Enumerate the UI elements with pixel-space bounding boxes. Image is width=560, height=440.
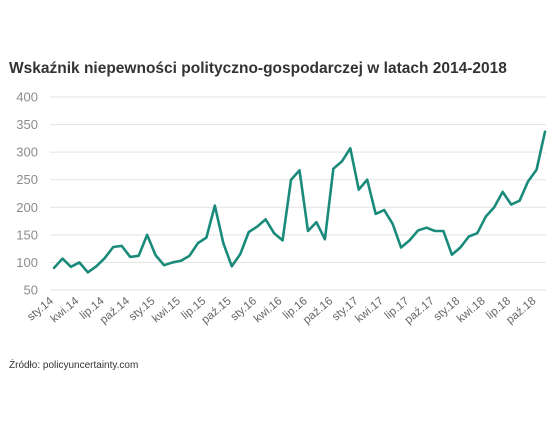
x-tick-label: kwi.15 bbox=[150, 295, 183, 325]
data-point bbox=[145, 232, 150, 237]
data-point bbox=[195, 241, 200, 246]
data-point bbox=[128, 254, 133, 259]
data-point bbox=[399, 245, 404, 250]
data-point bbox=[68, 264, 73, 269]
data-point bbox=[102, 256, 107, 261]
data-point bbox=[289, 177, 294, 182]
data-point bbox=[509, 202, 514, 207]
data-point bbox=[424, 225, 429, 230]
x-tick-label: paź.16 bbox=[301, 295, 335, 326]
data-point bbox=[432, 229, 437, 234]
data-point bbox=[314, 220, 319, 225]
data-point bbox=[162, 263, 167, 268]
data-point bbox=[52, 265, 57, 270]
data-point bbox=[492, 205, 497, 210]
data-point bbox=[365, 177, 370, 182]
x-tick-label: kwi.17 bbox=[353, 295, 386, 325]
data-point bbox=[272, 231, 277, 236]
y-tick-label: 350 bbox=[16, 117, 38, 132]
data-point bbox=[339, 159, 344, 164]
x-tick-label: kwi.14 bbox=[49, 295, 82, 326]
data-point bbox=[382, 208, 387, 213]
data-point bbox=[255, 224, 260, 229]
data-point bbox=[441, 229, 446, 234]
data-point bbox=[416, 228, 421, 233]
data-point bbox=[178, 258, 183, 263]
data-point bbox=[348, 146, 353, 151]
data-point bbox=[356, 187, 361, 192]
data-point bbox=[373, 211, 378, 216]
data-point bbox=[229, 264, 234, 269]
data-point bbox=[305, 229, 310, 234]
data-point bbox=[407, 238, 412, 243]
data-point bbox=[187, 253, 192, 258]
x-tick-label: paź.17 bbox=[403, 295, 437, 326]
data-point bbox=[85, 270, 90, 275]
data-point bbox=[119, 243, 124, 248]
data-point bbox=[60, 256, 65, 261]
series-line bbox=[52, 130, 547, 274]
chart-title: Wskaźnik niepewności polityczno-gospodar… bbox=[9, 60, 507, 77]
data-point bbox=[77, 260, 82, 265]
x-tick-label: paź.14 bbox=[98, 295, 133, 327]
data-point bbox=[238, 252, 243, 257]
data-point bbox=[390, 221, 395, 226]
y-tick-label: 250 bbox=[16, 172, 38, 187]
x-tick-label: paź.18 bbox=[504, 295, 538, 326]
data-point bbox=[500, 189, 505, 194]
data-point bbox=[466, 234, 471, 239]
x-tick-label: kwi.16 bbox=[252, 295, 285, 325]
data-point bbox=[331, 166, 336, 171]
data-point bbox=[475, 231, 480, 236]
data-point bbox=[449, 252, 454, 257]
data-point bbox=[221, 241, 226, 246]
series-layer bbox=[52, 129, 548, 275]
data-point bbox=[543, 129, 548, 134]
data-point bbox=[526, 179, 531, 184]
data-point bbox=[136, 253, 141, 258]
data-point bbox=[517, 198, 522, 203]
x-axis: sty.14kwi.14lip.14paź.14sty.15kwi.15lip.… bbox=[25, 295, 538, 327]
data-point bbox=[322, 237, 327, 242]
x-tick-label: kwi.18 bbox=[455, 295, 488, 325]
data-point bbox=[280, 238, 285, 243]
data-point bbox=[204, 235, 209, 240]
data-point bbox=[458, 245, 463, 250]
y-tick-label: 200 bbox=[16, 200, 38, 215]
data-point bbox=[111, 244, 116, 249]
y-tick-label: 300 bbox=[16, 145, 38, 160]
data-point bbox=[212, 203, 217, 208]
data-point bbox=[246, 230, 251, 235]
data-point bbox=[263, 217, 268, 222]
y-tick-label: 400 bbox=[16, 90, 38, 105]
source-note: Źródło: policyuncertainty.com bbox=[9, 360, 139, 371]
data-point bbox=[297, 168, 302, 173]
data-point bbox=[534, 167, 539, 172]
grid-lines bbox=[50, 96, 546, 291]
x-tick-label: paź.15 bbox=[200, 295, 234, 326]
y-tick-label: 100 bbox=[16, 255, 38, 270]
data-point bbox=[483, 214, 488, 219]
data-point bbox=[170, 260, 175, 265]
y-axis: 50 100 150 200 250 300 350 400 bbox=[16, 90, 38, 298]
data-point bbox=[94, 264, 99, 269]
y-tick-label: 50 bbox=[24, 283, 38, 298]
y-tick-label: 150 bbox=[16, 227, 38, 242]
data-point bbox=[153, 253, 158, 258]
